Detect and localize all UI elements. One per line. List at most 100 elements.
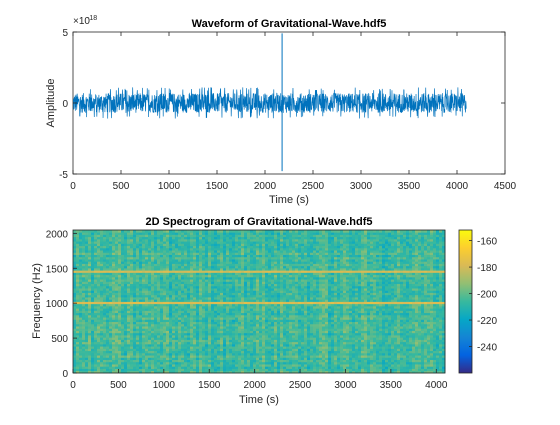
spectrogram-cell — [145, 275, 148, 278]
spectrogram-cell — [184, 248, 187, 251]
spectrogram-cell — [127, 248, 130, 251]
spectrogram-cell — [190, 342, 193, 345]
waveform-y-tick-label: 5 — [62, 28, 68, 39]
spectrogram-cell — [145, 264, 148, 267]
spectrogram-cell — [178, 342, 181, 345]
spectrogram-cell — [85, 315, 88, 318]
spectrogram-cell — [280, 270, 283, 273]
spectrogram-cell — [220, 275, 223, 278]
spectrogram-cell — [178, 255, 181, 258]
spectrogram-cell — [202, 306, 205, 309]
spectrogram-cell — [172, 335, 175, 338]
spectrogram-cell — [127, 310, 130, 313]
spectrogram-cell — [208, 299, 211, 302]
spectrogram-cell — [235, 284, 238, 287]
spectrogram-cell — [166, 264, 169, 267]
spectrogram-cell — [208, 326, 211, 329]
spectrogram-cell — [208, 355, 211, 358]
spectrogram-cell — [199, 275, 202, 278]
spectrogram-cell — [145, 259, 148, 262]
spectrogram-cell — [184, 306, 187, 309]
spectrogram-cell — [199, 326, 202, 329]
spectrogram-cell — [154, 362, 157, 365]
spectrogram-cell — [106, 239, 109, 242]
spectrogram-cell — [103, 264, 106, 267]
spectrogram-cell — [244, 279, 247, 282]
spectrogram-cell — [76, 290, 79, 293]
spectrogram-cell — [289, 239, 292, 242]
spectrogram-cell — [94, 319, 97, 322]
spectrogram-cell — [253, 243, 256, 246]
spectrogram-cell — [181, 331, 184, 334]
spectrogram-cell — [109, 255, 112, 258]
spectrogram-cell — [211, 275, 214, 278]
spectrogram-cell — [289, 366, 292, 369]
spectrogram-cell — [100, 239, 103, 242]
spectrogram-cell — [241, 366, 244, 369]
spectrogram-cell — [94, 239, 97, 242]
spectrogram-cell — [205, 351, 208, 354]
spectrogram-cell — [220, 255, 223, 258]
spectrogram-cell — [133, 279, 136, 282]
spectrogram-cell — [217, 248, 220, 251]
spectrogram-cell — [214, 279, 217, 282]
spectrogram-cell — [280, 342, 283, 345]
spectrogram-cell — [277, 248, 280, 251]
spectrogram-cell — [244, 355, 247, 358]
spectrogram-cell — [199, 310, 202, 313]
spectrogram-cell — [181, 255, 184, 258]
spectrogram-cell — [208, 255, 211, 258]
spectrogram-cell — [76, 355, 79, 358]
spectrogram-cell — [139, 342, 142, 345]
spectrogram-cell — [148, 248, 151, 251]
spectrogram-cell — [130, 342, 133, 345]
spectrogram-cell — [91, 275, 94, 278]
spectrogram-cell — [286, 366, 289, 369]
spectrogram-cell — [121, 243, 124, 246]
spectrogram-cell — [142, 243, 145, 246]
spectrogram-cell — [241, 326, 244, 329]
spectrogram-cell — [139, 306, 142, 309]
spectrogram-cell — [79, 310, 82, 313]
spectrogram-cell — [160, 331, 163, 334]
spectrogram-cell — [97, 342, 100, 345]
spectrogram-cell — [250, 326, 253, 329]
spectrogram-cell — [124, 331, 127, 334]
spectrogram-cell — [100, 279, 103, 282]
spectrogram-cell — [217, 342, 220, 345]
spectrogram-cell — [103, 290, 106, 293]
spectrogram-cell — [133, 248, 136, 251]
spectrogram-cell — [175, 335, 178, 338]
spectrogram-cell — [214, 248, 217, 251]
spectrogram-cell — [82, 248, 85, 251]
spectrogram-cell — [166, 259, 169, 262]
spectrogram-cell — [229, 326, 232, 329]
spectrogram-cell — [88, 259, 91, 262]
spectrogram-cell — [112, 362, 115, 365]
spectrogram-cell — [127, 243, 130, 246]
spectrogram-cell — [178, 259, 181, 262]
spectrogram-cell — [229, 284, 232, 287]
spectrogram-cell — [151, 342, 154, 345]
spectrogram-cell — [289, 243, 292, 246]
spectrogram-cell — [124, 306, 127, 309]
spectrogram-cell — [133, 259, 136, 262]
spectrogram-cell — [241, 290, 244, 293]
spectrogram-cell — [136, 239, 139, 242]
spectrogram-cell — [271, 290, 274, 293]
spectrogram-cell — [259, 248, 262, 251]
spectrogram-cell — [157, 255, 160, 258]
spectrogram-cell — [196, 290, 199, 293]
spectrogram-cell — [247, 355, 250, 358]
spectrogram-cell — [226, 342, 229, 345]
spectrogram-cell — [94, 290, 97, 293]
spectrogram-cell — [229, 270, 232, 273]
spectrogram-cell — [88, 310, 91, 313]
spectrogram-cell — [127, 362, 130, 365]
spectrogram-cell — [259, 270, 262, 273]
spectrogram-cell — [100, 310, 103, 313]
spectrogram-cell — [97, 362, 100, 365]
spectrogram-cell — [136, 299, 139, 302]
spectrogram-cell — [202, 290, 205, 293]
spectrogram-cell — [187, 259, 190, 262]
